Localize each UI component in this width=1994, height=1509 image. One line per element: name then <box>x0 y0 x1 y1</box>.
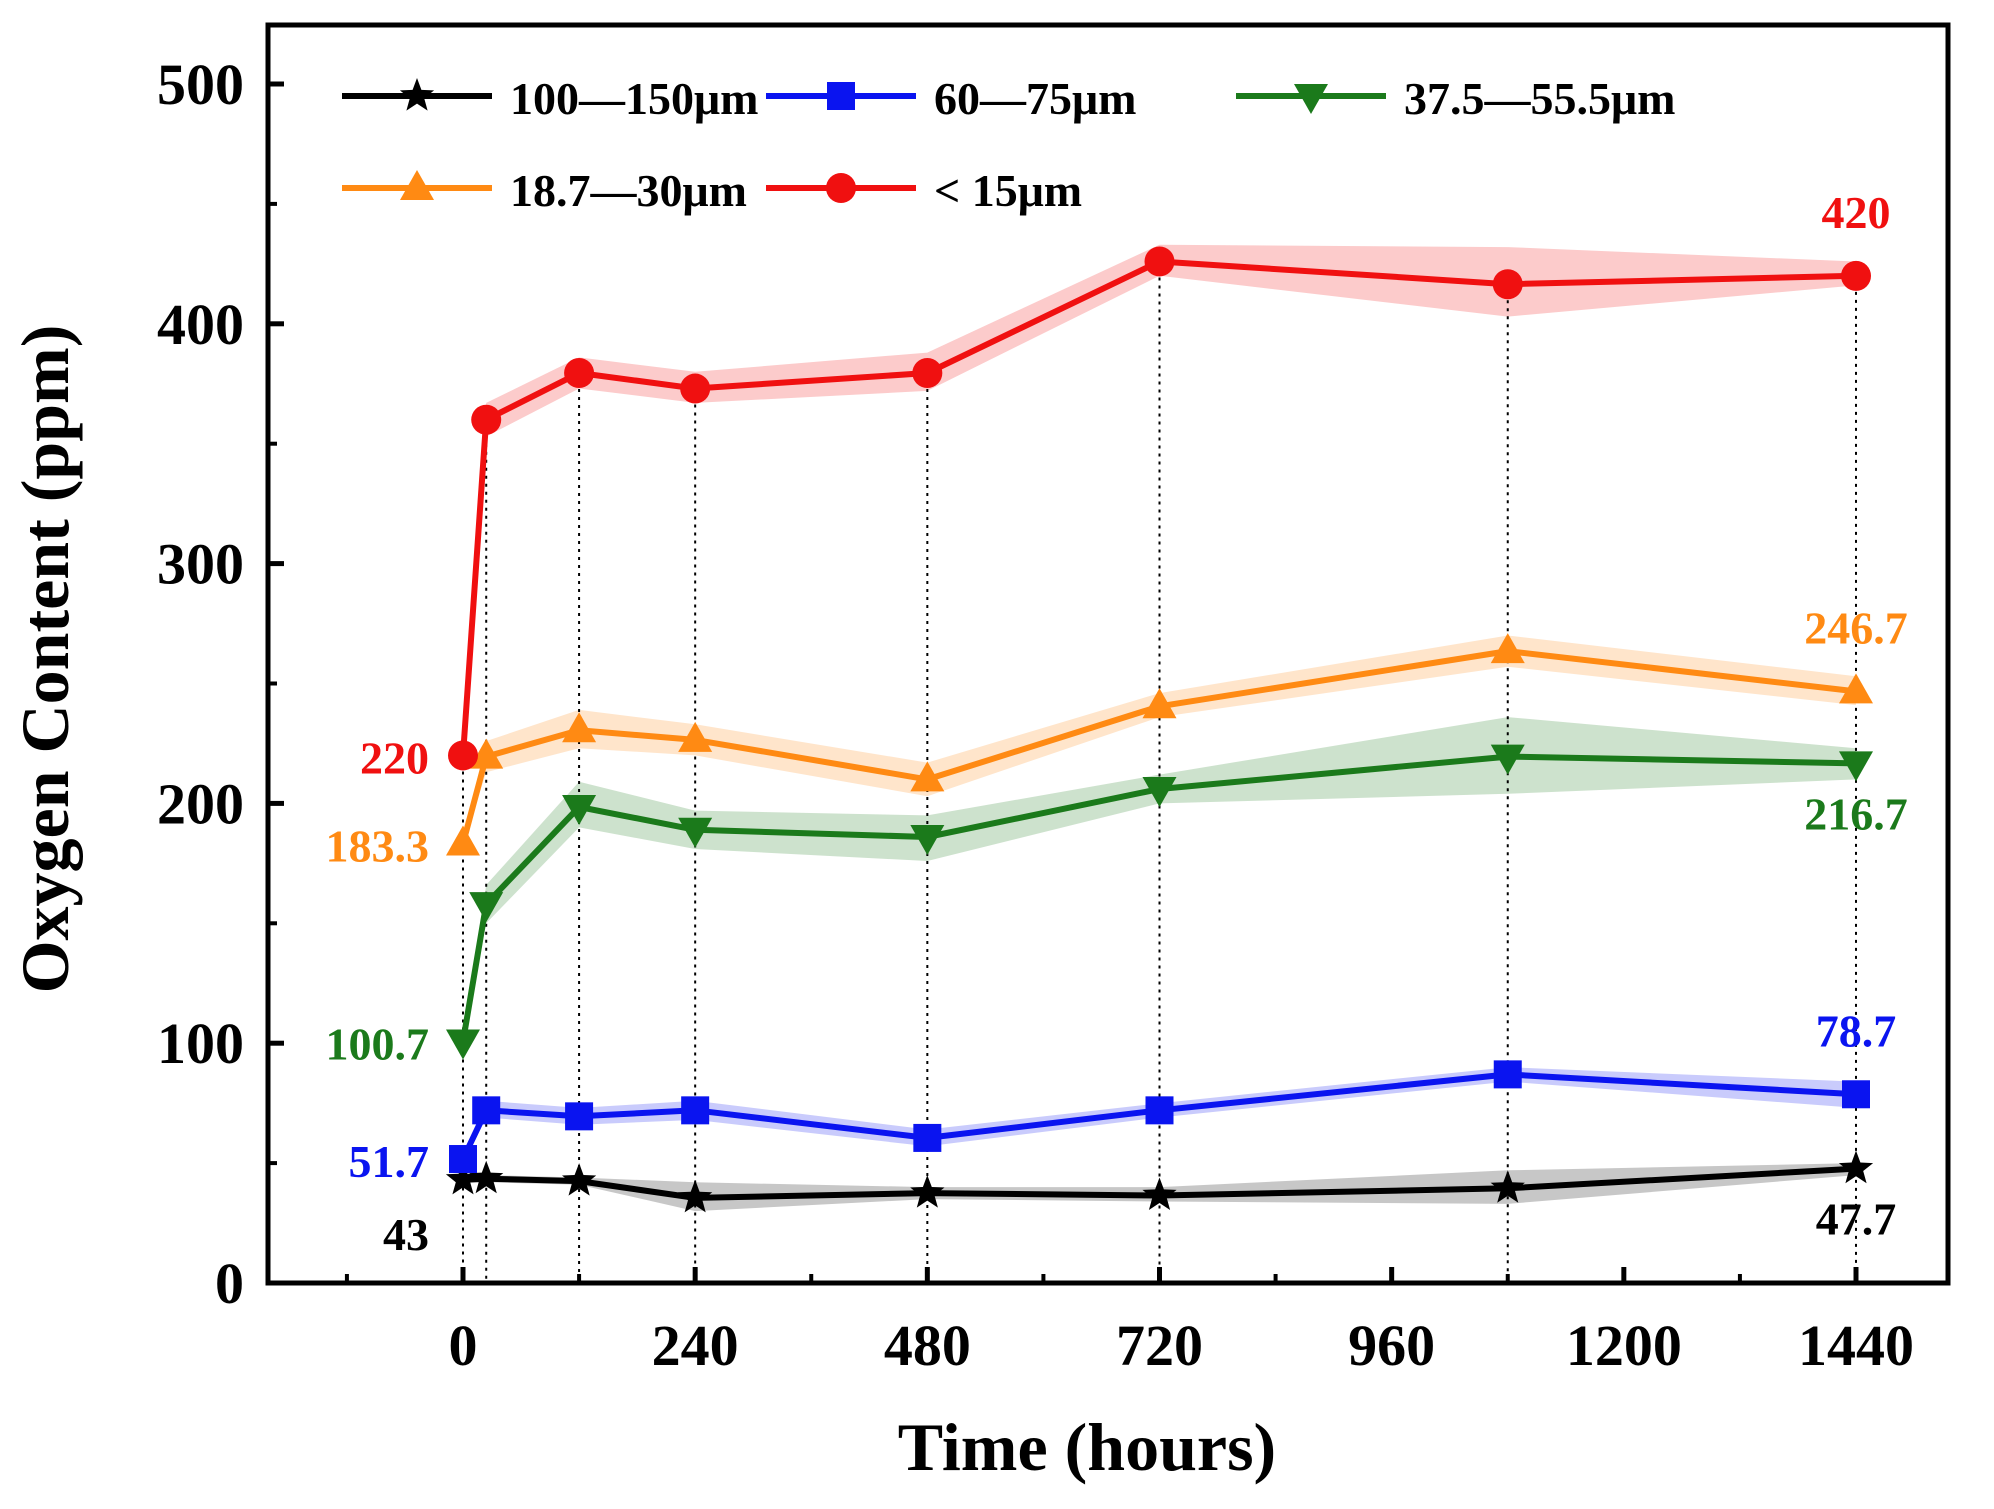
marker-series-0-point-0 <box>445 1161 481 1195</box>
marker-series-3-point-1 <box>469 738 504 769</box>
y-tick-label-100: 100 <box>157 1011 244 1076</box>
line-series-3 <box>460 648 1857 845</box>
line-series-4 <box>460 258 1857 756</box>
y-tick-label-300: 300 <box>157 532 244 597</box>
marker-series-0-point-4 <box>910 1175 945 1208</box>
marker-series-4-point-7 <box>1841 260 1871 291</box>
legend-marker-4 <box>826 173 856 203</box>
marker-series-0-point-3 <box>678 1179 713 1213</box>
marker-series-4-point-3 <box>680 373 711 404</box>
marker-series-3-point-0 <box>446 825 480 856</box>
x-tick-label-1440: 1440 <box>1798 1313 1914 1378</box>
y-tick-label-400: 400 <box>157 292 244 357</box>
data-label-1: 220 <box>360 732 429 783</box>
legend-marker-3 <box>400 170 434 200</box>
series-lines <box>460 258 1857 1201</box>
line-series-2 <box>460 753 1857 1042</box>
marker-series-1-point-5 <box>1145 1096 1174 1125</box>
marker-series-3-point-6 <box>1490 633 1525 664</box>
y-tick-label-0: 0 <box>215 1251 244 1316</box>
marker-series-1-point-7 <box>1842 1080 1870 1109</box>
marker-series-4-point-4 <box>912 357 943 388</box>
legend-label-3: 18.7—30μm <box>510 165 747 216</box>
marker-series-2-point-4 <box>910 824 945 855</box>
marker-series-2-point-2 <box>562 794 597 825</box>
legend-label-1: 60—75μm <box>934 73 1136 124</box>
data-label-9: 43 <box>383 1209 429 1260</box>
legend: 100—150μm 60—75μm 37.5—55.5μm 18.7—30μm < 15… <box>342 73 1675 216</box>
marker-series-3-point-4 <box>910 761 945 792</box>
y-axis-label: Oxygen Content (ppm) <box>7 325 83 994</box>
marker-series-0-point-7 <box>1838 1150 1874 1184</box>
data-label-3: 183.3 <box>326 820 430 871</box>
marker-series-1-point-2 <box>565 1102 594 1131</box>
marker-series-4-point-0 <box>448 740 478 771</box>
marker-series-0-point-1 <box>469 1160 504 1194</box>
legend-marker-2 <box>1294 84 1328 114</box>
marker-series-4-point-2 <box>564 357 595 388</box>
y-tick-label-200: 200 <box>157 771 244 836</box>
data-label-0: 420 <box>1822 187 1891 238</box>
data-labels: 420 220 246.7 183.3 216.7 100.7 78.7 51.7 47.7 43 <box>326 187 1908 1260</box>
marker-series-2-point-3 <box>678 817 713 848</box>
line-series-0 <box>462 1165 1857 1201</box>
y-tick-label-500: 500 <box>157 52 244 117</box>
marker-series-4-point-6 <box>1492 269 1523 300</box>
data-label-8: 47.7 <box>1816 1194 1897 1245</box>
series-markers <box>445 246 1874 1213</box>
legend-marker-1 <box>827 82 855 110</box>
x-tick-label-0: 0 <box>449 1313 478 1378</box>
legend-label-0: 100—150μm <box>510 73 758 124</box>
marker-series-4-point-1 <box>471 404 502 435</box>
marker-series-3-point-7 <box>1839 673 1873 704</box>
data-label-5: 100.7 <box>326 1019 430 1070</box>
marker-series-0-point-6 <box>1490 1170 1525 1203</box>
marker-series-3-point-3 <box>678 721 713 752</box>
marker-series-2-point-6 <box>1490 744 1525 775</box>
x-tick-label-1200: 1200 <box>1566 1313 1682 1378</box>
band-series-3 <box>463 635 1856 847</box>
axes: 0 100 200 300 400 500 0 240 480 720 960 1200 1440 <box>157 52 1914 1378</box>
x-tick-label-960: 960 <box>1348 1313 1435 1378</box>
marker-series-4-point-5 <box>1144 246 1175 277</box>
marker-series-1-point-6 <box>1493 1060 1522 1089</box>
legend-marker-0 <box>399 78 435 111</box>
plot-frame <box>265 22 1951 1286</box>
data-label-7: 51.7 <box>349 1136 430 1187</box>
data-label-4: 216.7 <box>1804 788 1908 839</box>
marker-series-1-point-1 <box>472 1096 501 1125</box>
marker-series-0-point-5 <box>1142 1177 1177 1210</box>
x-tick-label-720: 720 <box>1116 1313 1203 1378</box>
marker-series-2-point-7 <box>1839 751 1873 782</box>
marker-series-3-point-2 <box>562 712 597 743</box>
marker-series-3-point-5 <box>1142 688 1177 719</box>
marker-series-2-point-0 <box>446 1029 480 1060</box>
marker-series-1-point-4 <box>913 1123 942 1152</box>
data-label-2: 246.7 <box>1804 602 1908 653</box>
x-axis-label: Time (hours) <box>898 1409 1276 1485</box>
x-tick-label-240: 240 <box>652 1313 739 1378</box>
legend-label-4: < 15μm <box>934 165 1082 216</box>
dotted-reference-lines <box>462 261 1857 1283</box>
data-label-6: 78.7 <box>1816 1005 1897 1056</box>
marker-series-0-point-2 <box>562 1163 597 1196</box>
marker-series-1-point-3 <box>681 1096 710 1125</box>
band-series-4 <box>463 244 1856 758</box>
marker-series-1-point-0 <box>449 1145 477 1174</box>
marker-series-2-point-5 <box>1142 777 1177 808</box>
line-series-1 <box>460 1071 1857 1161</box>
x-tick-label-480: 480 <box>884 1313 971 1378</box>
legend-label-2: 37.5—55.5μm <box>1404 73 1675 124</box>
marker-series-2-point-1 <box>469 892 504 923</box>
